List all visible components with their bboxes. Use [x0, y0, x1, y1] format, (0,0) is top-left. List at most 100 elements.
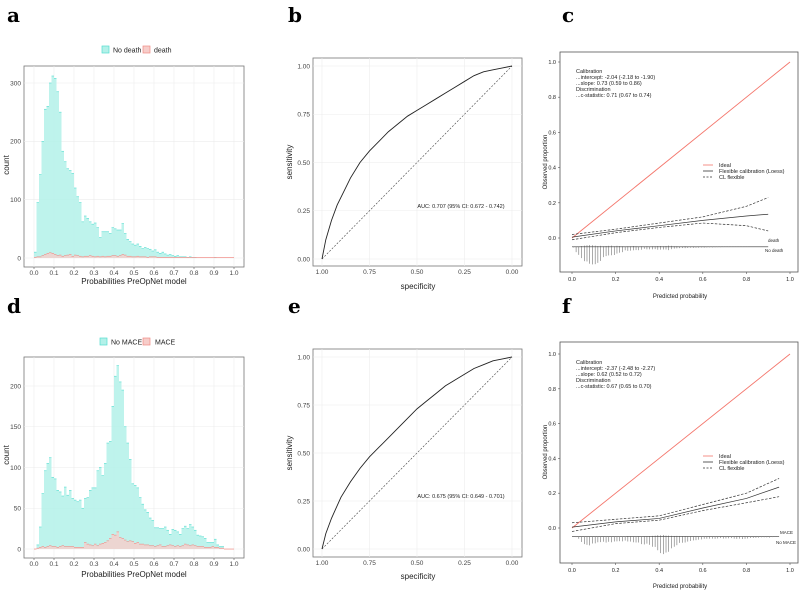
- bar-mace: [136, 542, 139, 549]
- y-tick-label: 0.25: [297, 208, 310, 215]
- x-tick-label: 0.8: [743, 568, 751, 574]
- bar-death: [159, 257, 162, 259]
- bar-mace: [49, 545, 52, 549]
- bar-no-mace: [104, 463, 107, 549]
- bar-mace: [176, 545, 179, 549]
- bar-death: [216, 257, 219, 259]
- bar-death: [196, 257, 199, 259]
- stats-line: Discrimination: [576, 378, 611, 384]
- y-tick-label: 1.0: [548, 352, 556, 358]
- y-tick-label: 0.4: [548, 456, 556, 462]
- bar-no-mace: [156, 527, 159, 549]
- legend-swatch-mace: [142, 337, 151, 346]
- bar-mace: [114, 535, 117, 549]
- bar-mace: [44, 547, 47, 549]
- bar-death: [174, 257, 177, 259]
- x-tick-label: 0.8: [743, 277, 751, 283]
- bar-no-mace: [71, 498, 74, 549]
- y-axis-label-a: count: [2, 154, 11, 174]
- bar-mace: [81, 547, 84, 549]
- bar-mace: [84, 542, 87, 549]
- event-label-c: death: [768, 238, 780, 243]
- bar-death: [199, 257, 202, 259]
- bar-no-death: [111, 227, 114, 258]
- bar-mace: [121, 538, 124, 549]
- x-tick-label: 0.00: [506, 269, 519, 276]
- bar-no-mace: [191, 526, 194, 549]
- bar-no-death: [136, 244, 139, 258]
- bar-mace: [166, 545, 169, 549]
- bar-mace: [134, 543, 137, 549]
- bar-mace: [184, 544, 187, 549]
- bar-death: [176, 257, 179, 259]
- bar-mace: [211, 546, 214, 549]
- bar-no-mace: [181, 528, 184, 549]
- x-tick-label: 0.0: [568, 568, 576, 574]
- y-tick-label: 0.50: [297, 160, 310, 167]
- y-tick-label: 0.0: [548, 526, 556, 532]
- stats-line: Calibration: [576, 360, 602, 366]
- y-tick-label: 0.00: [297, 546, 310, 553]
- roc-curve: [321, 356, 513, 550]
- panel-label-e: e: [288, 294, 301, 318]
- bar-no-death: [79, 202, 82, 258]
- bar-death: [184, 257, 187, 259]
- bar-no-death: [156, 252, 159, 258]
- bar-no-mace: [216, 544, 219, 549]
- bar-no-mace: [114, 376, 117, 549]
- cl-lower-curve: [571, 496, 780, 532]
- bar-no-mace: [101, 475, 104, 549]
- bar-no-mace: [161, 528, 164, 549]
- bar-no-mace: [179, 534, 182, 549]
- bar-no-mace: [106, 443, 109, 549]
- bar-no-death: [134, 245, 137, 258]
- y-tick-label: 0.75: [297, 402, 310, 409]
- no-event-label-c: No death: [765, 248, 784, 253]
- x-tick-label: 0.5: [129, 561, 138, 568]
- legend-swatch-death: [142, 45, 151, 54]
- y-tick-label: 300: [10, 80, 21, 87]
- y-tick-label: 0.75: [297, 112, 310, 119]
- bar-no-mace: [51, 477, 54, 549]
- bar-death: [66, 255, 69, 258]
- x-tick-label: 0.0: [29, 270, 38, 277]
- x-tick-label: 0.7: [169, 561, 178, 568]
- bar-no-death: [176, 255, 179, 258]
- panel-label-f: f: [562, 294, 572, 318]
- bar-death: [139, 256, 142, 258]
- y-tick-label: 100: [10, 197, 21, 204]
- bar-no-mace: [79, 500, 82, 549]
- bar-mace: [124, 540, 127, 549]
- bar-no-mace: [146, 512, 149, 549]
- bar-mace: [76, 547, 79, 549]
- bar-death: [224, 257, 227, 259]
- bar-no-mace: [86, 497, 89, 549]
- bar-no-mace: [211, 542, 214, 549]
- bar-no-mace: [189, 524, 192, 549]
- bar-death: [214, 257, 217, 259]
- bar-no-mace: [144, 509, 147, 549]
- bar-mace: [186, 544, 189, 549]
- bar-mace: [154, 546, 157, 549]
- bar-death: [164, 257, 167, 259]
- bar-no-mace: [59, 491, 62, 549]
- stats-line: ...slope: 0.73 (0.59 to 0.86): [576, 81, 642, 87]
- legend-swatch-no-mace: [99, 337, 108, 346]
- bar-no-death: [121, 223, 124, 258]
- x-tick-label: 0.3: [89, 561, 98, 568]
- flexible-calibration-curve: [571, 486, 780, 528]
- x-tick-label: 0.1: [49, 270, 58, 277]
- bar-mace: [139, 544, 142, 549]
- bar-mace: [74, 547, 77, 549]
- bar-no-mace: [149, 518, 152, 549]
- bar-mace: [119, 537, 122, 549]
- bar-death: [71, 256, 74, 258]
- x-tick-label: 0.8: [189, 270, 198, 277]
- ideal-line: [571, 353, 791, 529]
- bar-no-mace: [39, 526, 42, 549]
- bar-no-death: [144, 247, 147, 258]
- legend-d: No MACE MACE: [99, 337, 176, 347]
- bar-no-death: [41, 141, 44, 258]
- y-tick-label: 0.8: [548, 95, 556, 101]
- x-axis-label-b: specificity: [401, 282, 436, 291]
